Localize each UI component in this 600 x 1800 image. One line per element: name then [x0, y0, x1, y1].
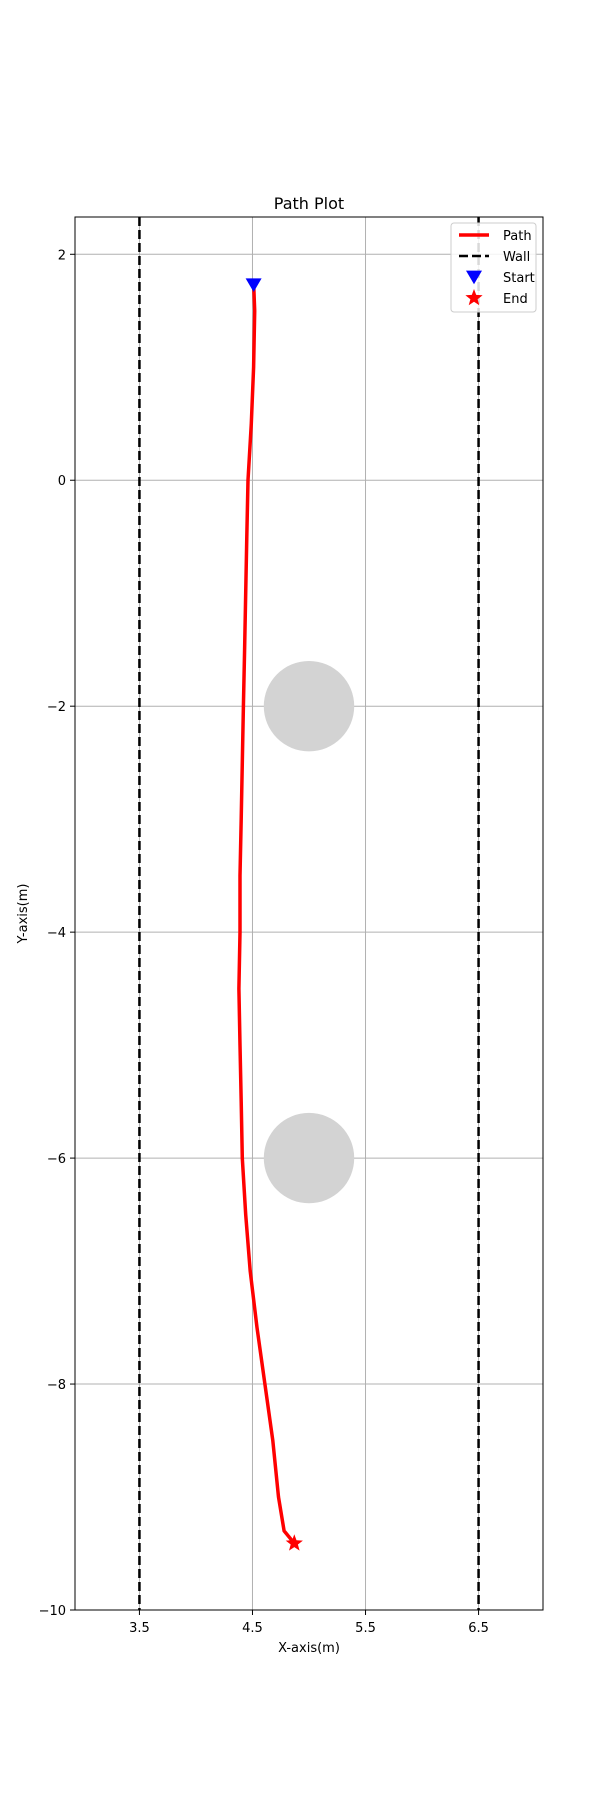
obstacle-circle: [263, 660, 355, 752]
y-tick-label: −6: [47, 1152, 66, 1167]
y-axis-label: Y-axis(m): [16, 884, 31, 945]
y-tick-label: 2: [58, 248, 66, 263]
y-tick-label: 0: [58, 474, 66, 489]
obstacles: [263, 660, 355, 1204]
legend-label: Start: [503, 271, 535, 286]
x-axis-label: X-axis(m): [278, 1641, 340, 1656]
path-line: [237, 280, 297, 1546]
axes-frame: [74, 216, 544, 1611]
y-tick-label: −4: [47, 926, 66, 941]
y-tick-label: −10: [39, 1604, 66, 1619]
legend-end-swatch: [465, 289, 483, 306]
x-tick-label: 5.5: [355, 1621, 376, 1636]
x-tick-label: 6.5: [468, 1621, 489, 1636]
x-tick-label: 4.5: [242, 1621, 263, 1636]
legend-label: Wall: [503, 250, 530, 265]
legend-label: Path: [503, 229, 532, 244]
grid: [75, 217, 543, 1610]
end-marker: [285, 1534, 303, 1551]
y-tick-label: −2: [47, 700, 66, 715]
markers: [245, 278, 303, 1551]
legend: Path Wall Start End: [450, 222, 537, 313]
start-marker: [245, 278, 262, 292]
obstacle-circle: [263, 1112, 355, 1204]
ticks: 3.5 4.5 5.5 6.5 2 0 −2 −4 −6 −8 −10: [39, 248, 489, 1636]
x-tick-label: 3.5: [129, 1621, 150, 1636]
legend-box: [450, 222, 537, 313]
legend-start-swatch: [466, 270, 482, 285]
chart-title: Path Plot: [274, 194, 344, 213]
path-series: [237, 280, 297, 1546]
walls: [138, 217, 480, 1610]
legend-label: End: [503, 292, 528, 307]
y-tick-label: −8: [47, 1378, 66, 1393]
